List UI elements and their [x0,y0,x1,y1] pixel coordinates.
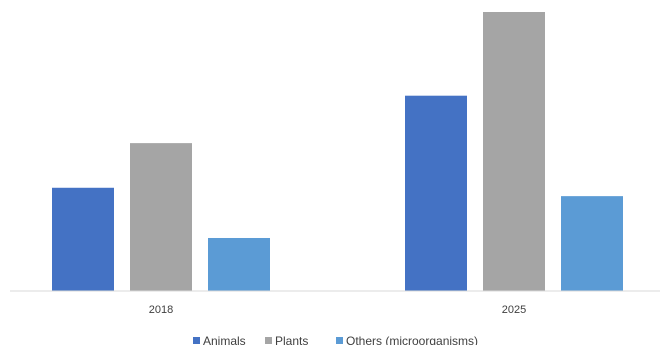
legend-swatch-0 [193,337,200,344]
bar-others-microorganisms-2025 [561,196,623,291]
bar-animals-2018 [52,187,114,291]
bar-animals-2025 [405,95,467,291]
bar-others-microorganisms-2018 [208,237,270,291]
x-tick-labels: 2018 2025 [149,304,526,316]
legend-label-2: Others (microorganisms) [346,334,478,345]
bar-plants-2025 [483,12,545,291]
legend-label-0: Animals [203,334,246,345]
legend: Animals Plants Others (microorganisms) [193,334,478,345]
legend-swatch-2 [336,337,343,344]
bar-plants-2018 [130,143,192,291]
legend-label-1: Plants [275,334,308,345]
x-tick-label-2018: 2018 [149,304,173,316]
legend-swatch-1 [265,337,272,344]
x-tick-label-2025: 2025 [502,304,526,316]
bars-group [52,12,623,291]
